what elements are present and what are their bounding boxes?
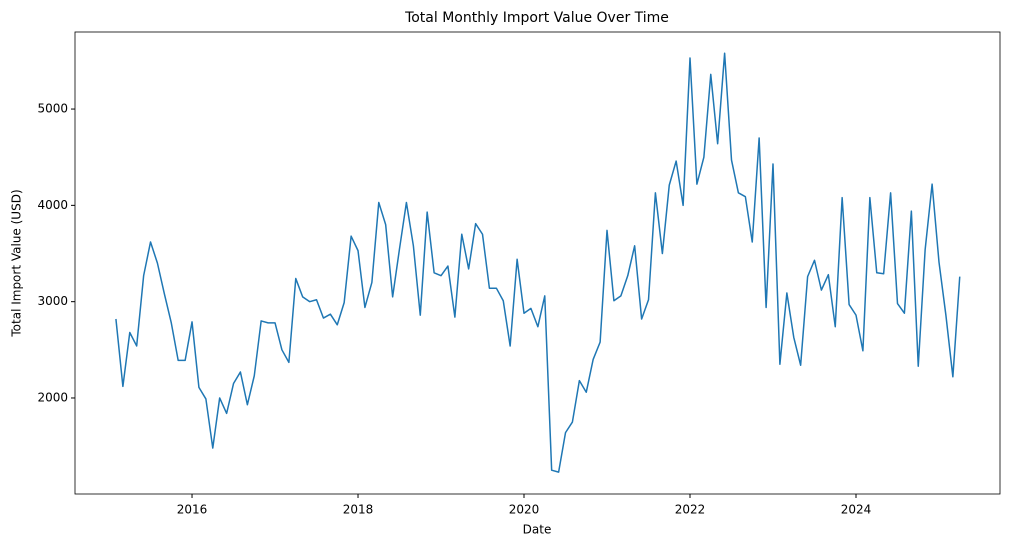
y-axis-label: Total Import Value (USD) bbox=[10, 189, 24, 337]
data-line bbox=[115, 52, 961, 473]
y-tick-label: 5000 bbox=[37, 102, 68, 116]
x-tick-label: 2022 bbox=[675, 503, 706, 517]
plot-frame bbox=[74, 31, 1001, 495]
y-tick-label: 4000 bbox=[37, 198, 68, 212]
chart-title: Total Monthly Import Value Over Time bbox=[404, 10, 669, 26]
x-tick-label: 2016 bbox=[177, 503, 208, 517]
x-tick-label: 2018 bbox=[343, 503, 374, 517]
y-tick-label: 2000 bbox=[37, 390, 68, 404]
y-tick-label: 3000 bbox=[37, 294, 68, 308]
x-tick-label: 2024 bbox=[841, 503, 872, 517]
x-axis-label: Date bbox=[523, 523, 552, 537]
x-tick-label: 2020 bbox=[509, 503, 540, 517]
